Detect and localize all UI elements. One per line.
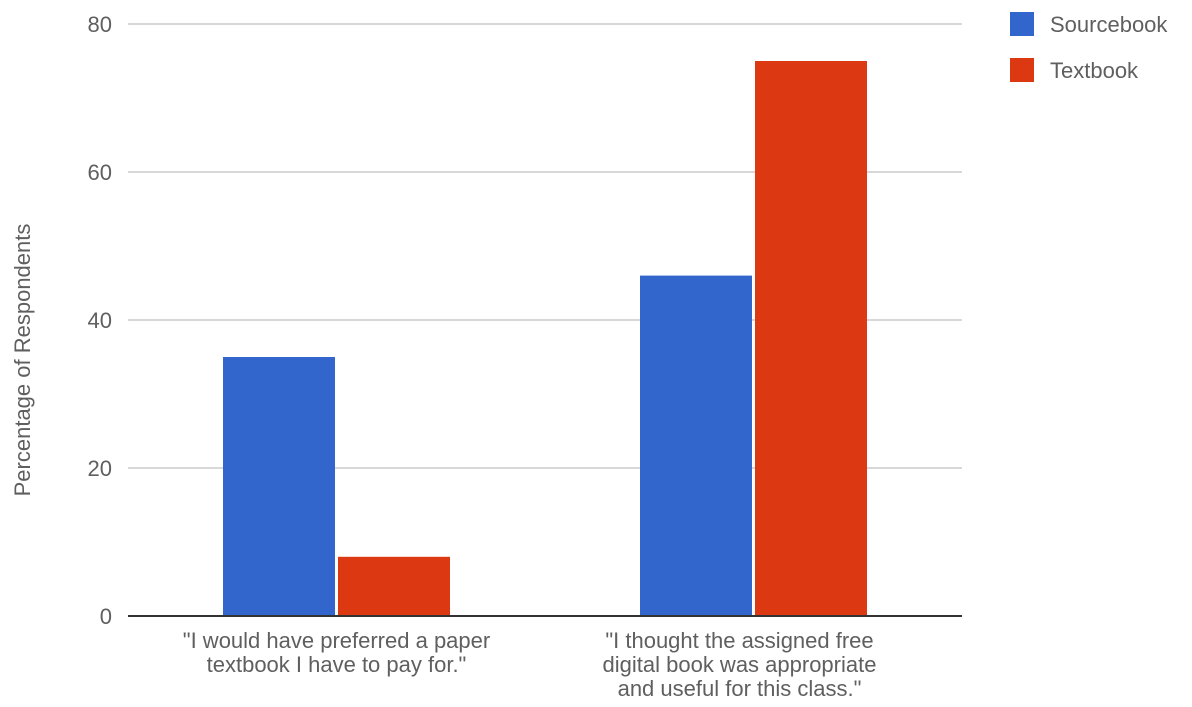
- x-category-label: and useful for this class.": [618, 676, 862, 701]
- y-axis-title: Percentage of Respondents: [10, 224, 35, 497]
- legend-swatch-textbook: [1010, 58, 1034, 82]
- y-tick-label: 40: [88, 308, 112, 333]
- x-category-label: digital book was appropriate: [603, 652, 877, 677]
- bar-textbook-1: [755, 61, 867, 616]
- y-tick-label: 60: [88, 160, 112, 185]
- y-tick-label: 0: [100, 604, 112, 629]
- bar-sourcebook-0: [223, 357, 335, 616]
- x-category-label: textbook I have to pay for.": [207, 652, 467, 677]
- legend-label-sourcebook: Sourcebook: [1050, 12, 1168, 37]
- y-tick-label: 20: [88, 456, 112, 481]
- legend-swatch-sourcebook: [1010, 12, 1034, 36]
- legend-label-textbook: Textbook: [1050, 58, 1139, 83]
- x-category-label: "I would have preferred a paper: [183, 628, 490, 653]
- bars: [223, 61, 867, 616]
- axes: 0 20 40 60 80 "I would have preferred a paper…: [10, 12, 962, 701]
- bar-sourcebook-1: [640, 275, 752, 616]
- x-category-label: "I thought the assigned free: [605, 628, 873, 653]
- legend: Sourcebook Textbook: [1010, 12, 1168, 83]
- bar-textbook-0: [338, 556, 450, 616]
- y-tick-label: 80: [88, 12, 112, 37]
